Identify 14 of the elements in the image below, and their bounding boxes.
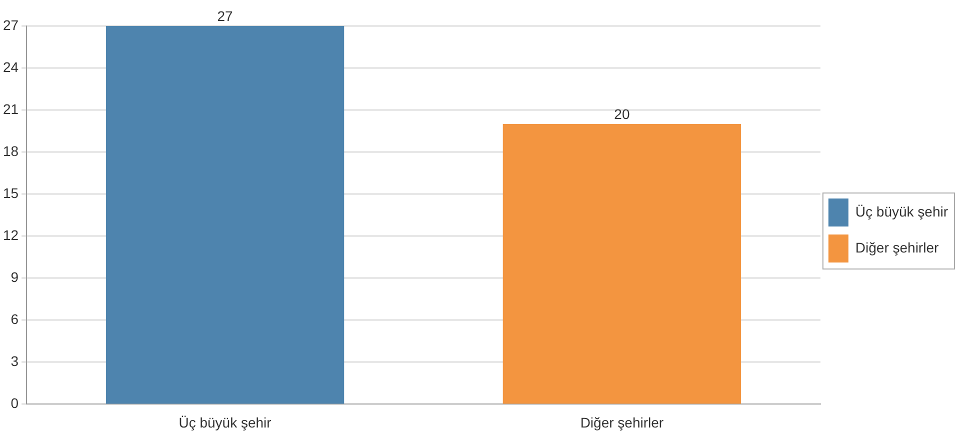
y-tick-label: 24 — [2, 58, 19, 75]
y-tick-label: 3 — [10, 353, 19, 370]
legend-label: Diğer şehirler — [855, 239, 939, 256]
y-tick-label: 9 — [10, 268, 19, 285]
y-tick-label: 27 — [2, 16, 19, 33]
y-tick-label: 0 — [10, 395, 19, 412]
y-tick-label: 6 — [10, 311, 19, 328]
legend-label: Üç büyük şehir — [855, 203, 948, 220]
y-tick-label: 15 — [2, 184, 19, 201]
y-tick-label: 12 — [2, 226, 19, 243]
data-label: 20 — [614, 106, 630, 122]
y-tick-label: 21 — [2, 100, 19, 117]
y-tick-label: 18 — [2, 142, 19, 159]
data-label: 27 — [217, 8, 234, 24]
